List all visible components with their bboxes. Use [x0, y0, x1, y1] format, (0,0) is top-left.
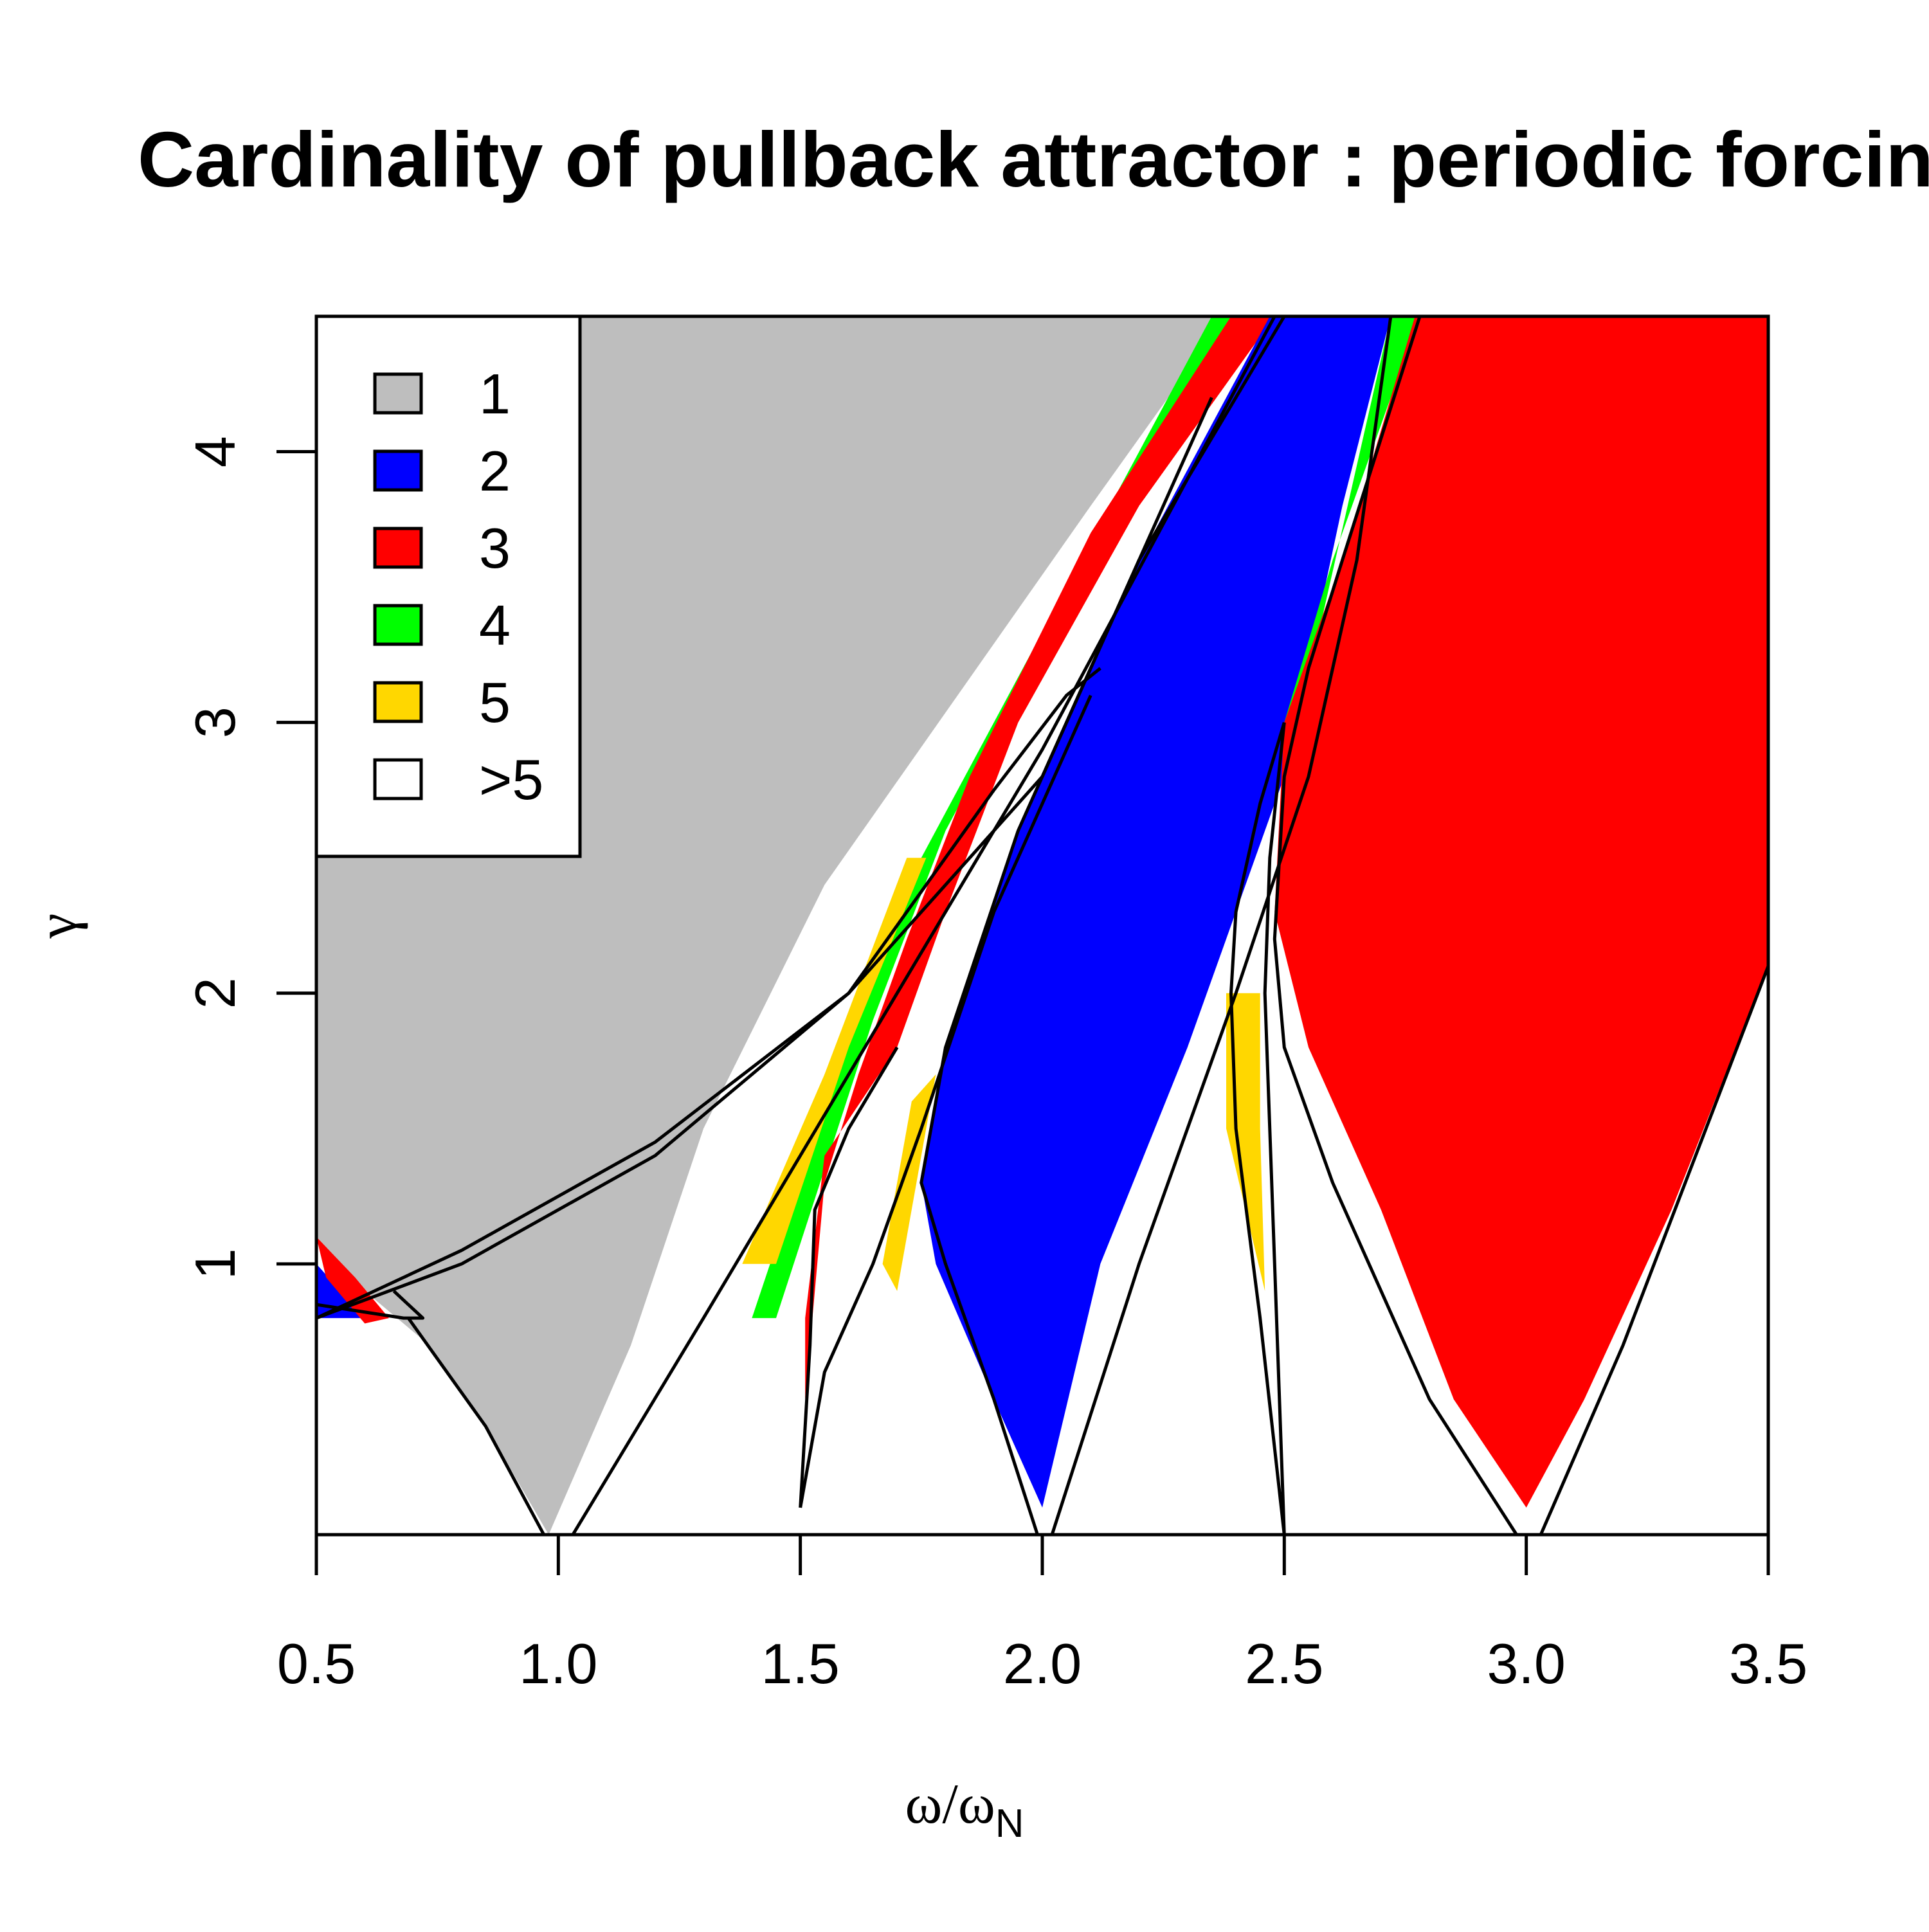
- boundary-curve-8: [1050, 316, 1393, 1535]
- legend-entries: 1 2 3 4 5 >5: [373, 362, 543, 811]
- boundary-curve-11: [1272, 316, 1518, 1536]
- boundary-curve-9: [1229, 721, 1286, 1535]
- boundary-curve-3: [406, 1317, 546, 1536]
- legend: 1 2 3 4 5 >5: [314, 314, 582, 858]
- y-tick-label-0: 1: [183, 1248, 247, 1279]
- legend-label-5: >5: [479, 748, 543, 811]
- x-axis-label-main: ω/ω: [905, 1773, 995, 1836]
- region-card-3-10: [316, 1236, 389, 1324]
- legend-label-4: 5: [479, 671, 511, 734]
- boundary-curve-5: [799, 1046, 899, 1508]
- x-tick-label-6: 3.5: [1729, 1632, 1807, 1695]
- boundary-curve-12: [1539, 965, 1770, 1535]
- x-tick-label-3: 2.0: [1003, 1632, 1082, 1695]
- boundary-curve-7: [919, 315, 1286, 1535]
- x-tick-label-5: 3.0: [1487, 1632, 1565, 1695]
- region-card-4-1: [752, 316, 1246, 1319]
- legend-swatch-2: [373, 527, 423, 569]
- region-card-2-5: [921, 316, 1391, 1508]
- legend-swatch-5: [373, 758, 423, 800]
- y-axis: 1 2 3 4: [183, 436, 318, 1279]
- x-tick-label-2: 1.5: [761, 1632, 839, 1695]
- chart-title: Cardinality of pullback attractor : peri…: [138, 116, 1929, 203]
- y-tick-label-2: 3: [183, 707, 247, 738]
- y-axis-label: γ: [26, 914, 89, 939]
- region-card-5-6: [1226, 993, 1265, 1291]
- legend-label-0: 1: [479, 362, 511, 426]
- legend-box: [314, 314, 582, 858]
- boundary-curve-2: [316, 1290, 425, 1320]
- boundary-curve-1: [316, 667, 1101, 1320]
- legend-label-2: 3: [479, 516, 511, 580]
- x-axis: 0.5 1.0 1.5 2.0 2.5 3.0 3.5: [277, 1533, 1807, 1695]
- boundary-curve-10: [1263, 722, 1286, 1535]
- x-tick-label-4: 2.5: [1245, 1632, 1323, 1695]
- y-tick-label-3: 4: [183, 436, 247, 467]
- x-tick-label-1: 1.0: [519, 1632, 597, 1695]
- y-tick-label-1: 2: [183, 977, 247, 1009]
- legend-label-3: 4: [479, 593, 511, 657]
- region-card-2-9: [316, 1263, 365, 1319]
- boundary-curves: [315, 315, 1770, 1536]
- legend-swatch-3: [373, 604, 423, 646]
- x-axis-label: ω/ωN: [905, 1773, 1024, 1846]
- x-tick-label-0: 0.5: [277, 1632, 356, 1695]
- boundary-curve-6: [799, 694, 1092, 1508]
- legend-label-1: 2: [479, 439, 511, 503]
- legend-swatch-1: [373, 449, 423, 492]
- x-axis-label-subscript: N: [995, 1801, 1024, 1846]
- legend-swatch-4: [373, 681, 423, 723]
- legend-swatch-0: [373, 372, 423, 415]
- region-card-3-8: [1274, 316, 1768, 1508]
